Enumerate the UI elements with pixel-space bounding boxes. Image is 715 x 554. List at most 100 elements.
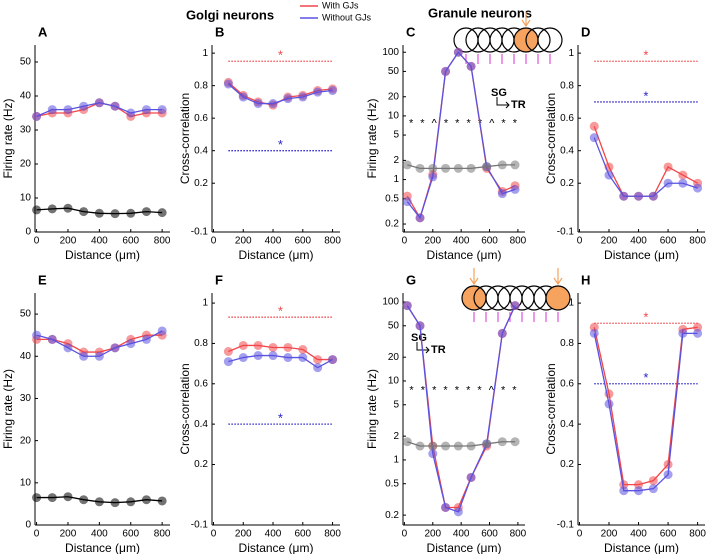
data-point <box>94 497 104 507</box>
data-point <box>253 340 263 350</box>
data-point <box>648 484 658 494</box>
reference-label: * <box>278 137 283 152</box>
y-tick-label: 0.6 <box>560 113 574 124</box>
data-point <box>126 339 136 349</box>
data-point <box>648 476 658 486</box>
data-point <box>157 496 167 506</box>
y-tick-label: 0.6 <box>560 378 574 389</box>
reference-label: * <box>278 48 283 63</box>
tr-label: TR <box>511 99 526 111</box>
x-tick-label: 200 <box>424 236 441 247</box>
y-tick-label: 30 <box>20 393 32 404</box>
data-point <box>482 439 492 449</box>
y-tick-label: 20 <box>20 435 32 446</box>
y-tick-label: 0.8 <box>194 80 208 91</box>
data-point <box>253 99 263 109</box>
y-tick-label: -0.1 <box>557 520 575 531</box>
y-tick-label: 10 <box>388 376 400 387</box>
chain-top <box>453 12 563 64</box>
data-point <box>47 334 57 344</box>
data-point <box>110 101 120 111</box>
panel-label: F <box>215 272 223 287</box>
y-tick-label: 20 <box>388 91 400 102</box>
y-tick-label: 1 <box>568 48 574 59</box>
panel-label: G <box>406 272 416 287</box>
data-point <box>604 170 614 180</box>
data-point <box>415 163 425 173</box>
x-tick-label: 600 <box>481 236 498 247</box>
data-point <box>510 437 520 447</box>
x-tick-label: 800 <box>689 236 706 247</box>
data-point <box>693 328 703 338</box>
reference-label: * <box>643 370 648 385</box>
reference-label: * <box>278 411 283 426</box>
x-tick-label: 800 <box>689 529 706 540</box>
data-point <box>466 163 476 173</box>
data-point <box>313 87 323 97</box>
axis-arrow <box>496 97 510 109</box>
data-point <box>126 208 136 218</box>
y-tick-label: 2 <box>393 431 399 442</box>
y-tick-label: 0.5 <box>385 193 399 204</box>
data-point <box>663 470 673 480</box>
x-tick-label: 600 <box>294 236 311 247</box>
x-tick-label: 200 <box>235 529 252 540</box>
data-point <box>453 47 463 57</box>
data-point <box>663 162 673 172</box>
data-point <box>126 108 136 118</box>
x-tick-label: 400 <box>265 236 282 247</box>
panel-label: D <box>581 24 590 39</box>
y-axis-label: Cross-correlation <box>544 93 558 184</box>
axis-arrow <box>416 342 430 354</box>
data-point <box>441 502 451 512</box>
data-point <box>441 66 451 76</box>
data-point <box>589 328 599 338</box>
y-tick-label: 1 <box>393 174 399 185</box>
x-tick-label: 200 <box>235 236 252 247</box>
data-point <box>47 204 57 214</box>
y-tick-label: 20 <box>20 159 32 170</box>
y-tick-label: 10 <box>388 111 400 122</box>
x-tick-label: 200 <box>424 529 441 540</box>
data-point <box>497 328 507 338</box>
y-tick-label: 1 <box>202 298 208 309</box>
data-point <box>402 437 412 447</box>
y-tick-label: 1 <box>202 48 208 59</box>
data-point <box>313 363 323 373</box>
data-point <box>634 191 644 201</box>
data-point <box>268 99 278 109</box>
legend-label: Without GJs <box>322 12 372 22</box>
x-tick-label: 600 <box>481 529 498 540</box>
data-point <box>497 189 507 199</box>
y-tick-label: 1 <box>393 455 399 466</box>
x-axis-label: Distance (μm) <box>427 248 502 262</box>
data-point <box>268 351 278 361</box>
y-tick-label: 0.8 <box>560 80 574 91</box>
data-point <box>678 178 688 188</box>
data-point <box>693 183 703 193</box>
data-point <box>466 61 476 71</box>
data-point <box>441 163 451 173</box>
data-point <box>110 498 120 508</box>
significance: * * * * * * * ^ * * <box>409 384 518 396</box>
data-point <box>141 207 151 217</box>
data-point <box>223 79 233 89</box>
y-tick-label: 2 <box>393 155 399 166</box>
data-point <box>79 351 89 361</box>
y-tick-label: 0.6 <box>194 378 208 389</box>
y-tick-label: 0.4 <box>194 419 208 430</box>
data-point <box>32 205 42 215</box>
data-point <box>298 92 308 102</box>
panel-label: C <box>406 24 416 39</box>
x-tick-label: 600 <box>122 529 139 540</box>
y-tick-label: 0 <box>25 520 31 531</box>
panel-label: B <box>215 24 224 39</box>
panel-label: E <box>38 272 47 287</box>
y-axis-label: Cross-correlation <box>544 363 558 454</box>
data-point <box>589 133 599 143</box>
data-point <box>110 343 120 353</box>
data-point <box>604 399 614 409</box>
x-tick-label: 0 <box>577 236 583 247</box>
x-tick-label: 400 <box>91 529 108 540</box>
data-point <box>32 111 42 121</box>
